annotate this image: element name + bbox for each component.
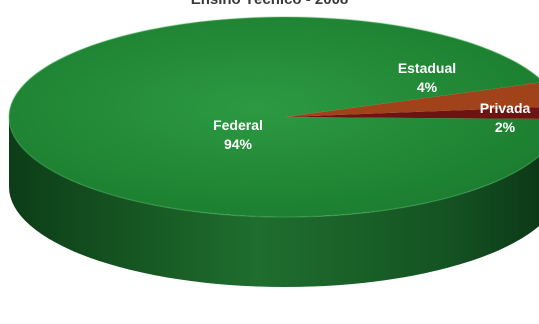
data-label-name-federal: Federal (213, 117, 263, 133)
slice-federal (9, 17, 539, 218)
data-label-value-federal: 94% (224, 136, 253, 152)
data-label-name-estadual: Estadual (398, 60, 456, 76)
data-label-name-privada: Privada (480, 100, 531, 116)
slice-privada (285, 107, 539, 119)
pie-side-wall (9, 117, 539, 287)
slice-estadual (285, 82, 539, 117)
pie-top-rim (8, 16, 539, 218)
chart-title: Ensino Técnico - 2008 (0, 0, 539, 8)
data-label-value-estadual: 4% (417, 79, 438, 95)
data-label-value-privada: 2% (495, 119, 516, 135)
